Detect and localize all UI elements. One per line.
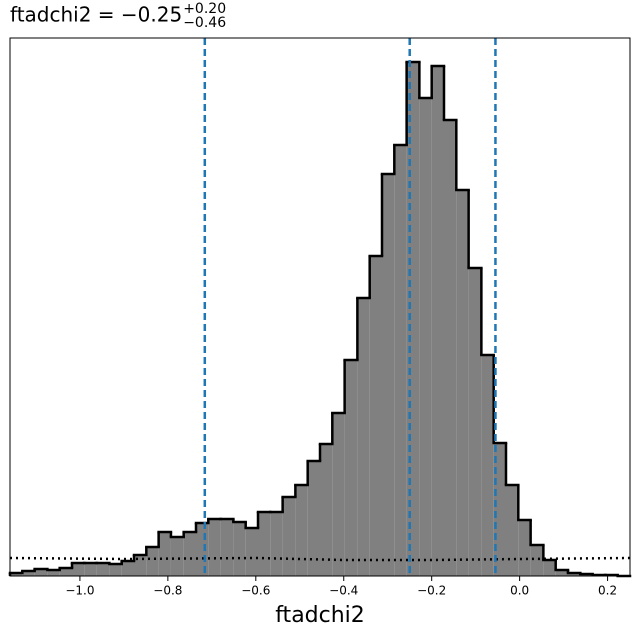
bar [121,561,134,576]
bar [196,523,209,576]
bar [382,174,395,576]
bar [158,532,171,576]
title-lower: −0.46 [183,15,226,31]
bar [332,413,345,576]
x-tick-label: 0.0 [510,584,529,598]
bar [468,268,482,576]
bar [258,512,271,576]
bar [543,560,556,576]
bar [220,519,234,576]
bar [295,485,308,576]
bar [282,497,296,576]
bar [530,545,544,576]
x-tick-label: −1.0 [65,584,94,598]
bar [307,461,320,576]
bar [109,564,122,576]
bar [431,66,444,576]
bar [59,568,72,576]
bar [270,512,283,576]
bar [84,563,97,576]
chart-title: ftadchi2 = −0.25 [10,3,182,27]
bar [456,190,469,576]
title-upper: +0.20 [183,1,226,17]
bar [72,563,85,576]
bar [10,573,23,576]
bar [96,563,110,576]
x-axis-label: ftadchi2 [275,603,365,628]
bar [233,522,246,576]
plot-frame [9,37,631,577]
bar [34,569,48,576]
bar [134,555,147,576]
x-tick-label: −0.8 [153,584,182,598]
bar [369,256,382,576]
bar [493,443,506,576]
x-tick-label: −0.6 [241,584,270,598]
bar [22,571,35,576]
bar [419,98,432,576]
x-tick-label: −0.2 [417,584,446,598]
bar [344,360,358,576]
bar [481,355,494,576]
bar [146,547,159,576]
x-tick-label: 0.2 [598,584,617,598]
bar [518,520,531,576]
bar [555,570,568,576]
bar [183,532,196,576]
bar [506,485,519,576]
bar [357,298,370,576]
bar [444,120,457,576]
x-tick-label: −0.4 [329,584,358,598]
bar [208,519,221,576]
bar [320,444,333,576]
bar [47,570,60,576]
bar [170,537,184,576]
bar [394,145,407,576]
bar [245,528,258,576]
bar [568,573,581,576]
